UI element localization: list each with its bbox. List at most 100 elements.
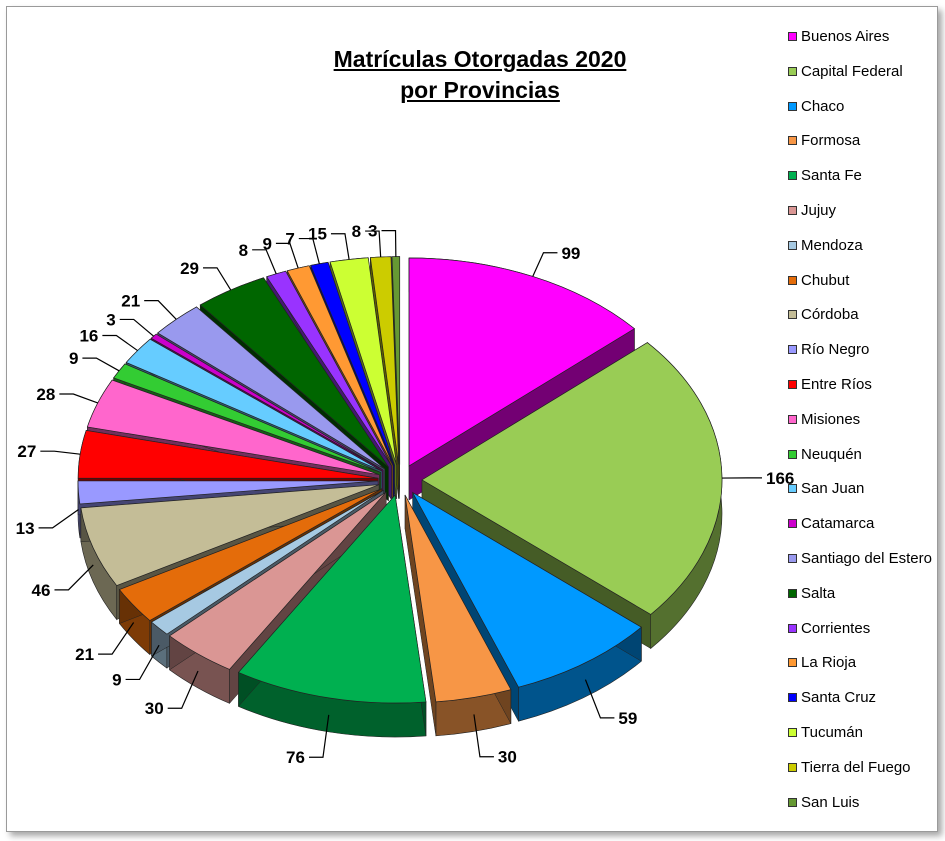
slice-la-rioja: [286, 265, 394, 466]
leader-line-córdoba: [54, 564, 94, 591]
legend-swatch: [788, 484, 797, 494]
legend-label: Catamarca: [801, 515, 875, 533]
leader-line-san-juan: [102, 334, 138, 352]
legend-label: Neuquén: [801, 445, 862, 463]
legend-swatch: [788, 380, 797, 389]
legend-label: La Rioja: [801, 654, 857, 672]
slice-formosa: [404, 494, 512, 703]
slice-chubut: [118, 488, 382, 621]
legend-swatch: [788, 554, 797, 563]
legend-label: Córdoba: [801, 306, 859, 324]
value-label-santiago-del-estero: 21: [121, 292, 140, 311]
chart-title-line-1: Matrículas Otorgadas 2020: [333, 46, 627, 72]
leader-line-salta: [203, 267, 232, 291]
slice-río-negro: [77, 480, 379, 505]
value-label-la-rioja: 9: [262, 234, 271, 253]
leader-line-san-luis: [381, 230, 397, 257]
legend-swatch: [788, 797, 797, 807]
value-label-chaco: 59: [618, 709, 637, 728]
leader-line-mendoza: [125, 644, 160, 681]
legend-swatch: [788, 206, 797, 215]
slice-corrientes: [266, 270, 392, 466]
legend-label: Misiones: [801, 410, 861, 428]
legend-label: Tierra del Fuego: [801, 758, 911, 776]
leader-lines: [38, 230, 762, 758]
legend-label: Chubut: [801, 271, 850, 289]
leader-line-río-negro: [38, 508, 79, 529]
slice-catamarca: [150, 333, 384, 471]
leader-line-santa-cruz: [298, 237, 320, 264]
slice-jujuy: [168, 491, 387, 670]
leader-line-neuquén: [82, 357, 120, 372]
value-label-mendoza: 9: [112, 670, 121, 689]
legend-swatch: [788, 588, 797, 598]
value-label-río-negro: 13: [16, 519, 35, 538]
slice-entre-ríos: [77, 430, 379, 479]
legend-label: San Luis: [801, 793, 860, 811]
value-label-buenos-aires: 99: [561, 244, 580, 263]
value-label-san-luis: 3: [368, 222, 377, 241]
chart-title-line-2: por Provincias: [400, 77, 560, 103]
slice-córdoba: [80, 484, 380, 586]
leader-line-tucumán: [330, 233, 350, 260]
legend-label: Jujuy: [801, 202, 837, 219]
legend-swatch: [788, 623, 797, 633]
legend-label: Capital Federal: [801, 62, 903, 80]
leader-line-tierra-del-fuego: [365, 230, 382, 258]
legend-label: Buenos Aires: [801, 28, 890, 45]
value-label-catamarca: 3: [106, 310, 115, 329]
legend-swatch: [788, 519, 797, 529]
leader-line-misiones: [59, 393, 98, 404]
slice-capital-federal: [421, 342, 723, 615]
value-label-entre-ríos: 27: [17, 442, 36, 461]
legend-label: Santa Cruz: [801, 689, 877, 707]
value-label-chubut: 21: [75, 645, 94, 664]
leader-line-catamarca: [119, 318, 155, 337]
slice-chaco: [411, 491, 642, 688]
value-label-san-juan: 16: [79, 326, 98, 345]
leader-line-santiago-del-estero: [144, 300, 177, 320]
value-label-formosa: 30: [498, 748, 517, 767]
legend-label: Salta: [801, 584, 836, 602]
leader-line-chaco: [584, 679, 615, 719]
slice-buenos-aires: [408, 257, 636, 467]
value-label-salta: 29: [180, 259, 199, 278]
leader-line-buenos-aires: [532, 252, 558, 277]
legend-swatch: [788, 275, 797, 285]
slice-salta: [199, 277, 389, 468]
legend-swatch: [788, 136, 797, 146]
legend-swatch: [788, 414, 797, 424]
legend-swatch: [788, 32, 797, 41]
legend-label: Corrientes: [801, 619, 871, 637]
value-label-santa-fe: 76: [286, 748, 305, 767]
value-label-córdoba: 46: [32, 581, 51, 600]
value-label-capital-federal: 166: [766, 469, 794, 488]
leader-line-santa-fe: [308, 714, 330, 758]
legend-swatch: [788, 310, 797, 320]
legend-swatch: [788, 171, 797, 181]
legend-label: San Juan: [801, 480, 865, 498]
legend-swatch: [788, 728, 797, 737]
legend-swatch: [788, 449, 797, 459]
legend-swatch: [788, 240, 797, 250]
value-label-misiones: 28: [36, 385, 55, 404]
value-label-tucumán: 15: [308, 225, 327, 244]
slice-mendoza: [150, 489, 384, 635]
leader-line-la-rioja: [275, 242, 299, 269]
legend-swatch: [788, 66, 797, 76]
slice-santiago-del-estero: [157, 306, 385, 470]
legend-label: Tucumán: [801, 724, 863, 741]
legend-label: Río Negro: [801, 341, 870, 359]
value-label-jujuy: 30: [145, 699, 164, 718]
leader-line-chubut: [98, 622, 135, 655]
leader-line-jujuy: [167, 670, 199, 709]
legend-label: Mendoza: [801, 236, 863, 254]
legend-label: Santa Fe: [801, 167, 862, 185]
slice-santa-fe: [237, 494, 427, 704]
legend-swatch: [788, 345, 797, 355]
slice-misiones: [86, 379, 380, 476]
legend-swatch: [788, 693, 797, 703]
value-label-corrientes: 8: [239, 241, 248, 260]
